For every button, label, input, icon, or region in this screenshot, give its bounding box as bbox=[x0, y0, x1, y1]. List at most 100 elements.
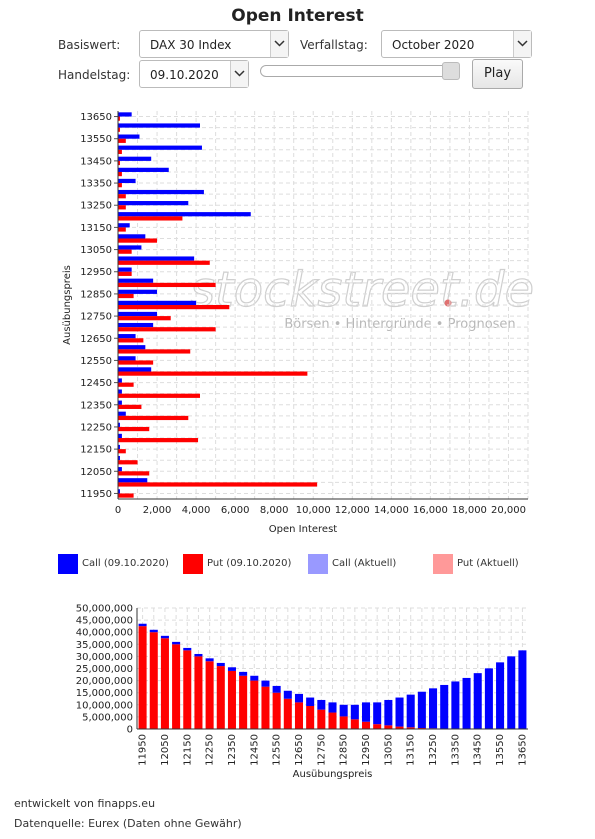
y-tick-label: 10,000,000 bbox=[76, 700, 133, 711]
put-bar bbox=[172, 644, 181, 729]
call-bar bbox=[518, 650, 527, 729]
call-bar bbox=[451, 681, 460, 729]
handelstag-select[interactable]: 09.10.2020 bbox=[139, 60, 249, 88]
put-bar bbox=[239, 675, 248, 729]
put-bar bbox=[118, 438, 199, 443]
x-axis-title: Open Interest bbox=[269, 524, 338, 535]
put-bar bbox=[118, 482, 318, 487]
date-slider[interactable] bbox=[260, 62, 460, 80]
put-bar bbox=[118, 316, 171, 321]
put-bar bbox=[118, 171, 122, 177]
call-bar bbox=[395, 697, 404, 727]
put-bar bbox=[339, 716, 348, 729]
chevron-down-icon[interactable] bbox=[270, 31, 288, 57]
y-tick-label: 50,000,000 bbox=[76, 604, 133, 615]
put-bar bbox=[118, 238, 158, 243]
call-bar bbox=[118, 145, 202, 150]
call-bar bbox=[118, 478, 148, 483]
y-tick-label: 35,000,000 bbox=[76, 640, 133, 651]
put-bar bbox=[118, 183, 122, 188]
x-tick-label: 12950 bbox=[361, 734, 372, 766]
y-axis-title: Ausübungspreis bbox=[62, 265, 73, 345]
y-tick-label: 20,000,000 bbox=[76, 676, 133, 687]
legend-swatch-call-current bbox=[308, 554, 328, 574]
call-bar bbox=[118, 455, 120, 461]
basiswert-value: DAX 30 Index bbox=[150, 38, 232, 52]
legend-label-call: Call (09.10.2020) bbox=[82, 558, 169, 569]
put-bar bbox=[149, 632, 158, 729]
chevron-down-icon[interactable] bbox=[513, 31, 531, 57]
put-bar bbox=[118, 194, 126, 199]
put-bar bbox=[118, 149, 122, 155]
call-bar bbox=[118, 489, 120, 494]
cumulative-chart: 0 5,000,00010,000,00015,000,00020,000,000… bbox=[76, 604, 529, 781]
x-tick-label: 8,000 bbox=[260, 505, 289, 516]
call-bar bbox=[118, 156, 152, 161]
put-bar bbox=[118, 305, 230, 310]
put-bar bbox=[118, 360, 154, 365]
y-tick-label: 0 bbox=[127, 725, 133, 736]
put-bar bbox=[118, 327, 216, 332]
x-tick-label: 12,000 bbox=[335, 505, 370, 516]
call-bar bbox=[118, 311, 158, 317]
legend-label-put: Put (09.10.2020) bbox=[207, 558, 292, 569]
y-tick-label: 12350 bbox=[80, 400, 112, 411]
x-tick-label: 13350 bbox=[450, 734, 461, 766]
chevron-down-icon[interactable] bbox=[230, 61, 248, 87]
handelstag-value: 09.10.2020 bbox=[150, 68, 219, 82]
put-bar bbox=[373, 724, 382, 729]
put-bar bbox=[118, 249, 132, 254]
x-tick-label: 6,000 bbox=[221, 505, 250, 516]
call-bar bbox=[473, 673, 482, 729]
call-bar bbox=[250, 675, 259, 681]
call-bar bbox=[283, 690, 292, 699]
put-bar bbox=[118, 338, 144, 343]
x-tick-label: 0 bbox=[115, 505, 121, 516]
x-tick-label: 12050 bbox=[160, 734, 171, 766]
put-bar bbox=[118, 138, 126, 143]
call-bar bbox=[118, 334, 136, 339]
y-tick-label: 5,000,000 bbox=[82, 712, 133, 723]
x-tick-label: 12550 bbox=[272, 734, 283, 766]
play-button[interactable]: Play bbox=[472, 59, 523, 89]
call-bar bbox=[384, 699, 393, 726]
x-tick-label: 14,000 bbox=[374, 505, 409, 516]
basiswert-select[interactable]: DAX 30 Index bbox=[139, 30, 289, 58]
put-bar bbox=[118, 382, 134, 387]
call-bar bbox=[261, 680, 270, 687]
y-tick-label: 45,000,000 bbox=[76, 616, 133, 627]
call-bar bbox=[118, 300, 197, 305]
call-bar bbox=[118, 201, 189, 206]
put-bar bbox=[294, 702, 304, 729]
verfallstag-select[interactable]: October 2020 bbox=[381, 30, 532, 58]
put-bar bbox=[118, 271, 132, 276]
put-bar bbox=[118, 216, 183, 221]
put-bar bbox=[205, 661, 214, 729]
call-bar bbox=[118, 322, 154, 328]
legend-label-put-current: Put (Aktuell) bbox=[457, 558, 519, 569]
call-bar bbox=[361, 702, 371, 722]
y-tick-label: 12750 bbox=[80, 312, 112, 323]
put-bar bbox=[261, 686, 270, 729]
put-bar bbox=[118, 127, 120, 132]
handelstag-label: Handelstag: bbox=[58, 68, 131, 82]
call-bar bbox=[272, 685, 281, 693]
x-tick-label: 10,000 bbox=[296, 505, 331, 516]
x-tick-label: 13250 bbox=[428, 734, 439, 766]
call-bar bbox=[118, 389, 122, 394]
slider-handle[interactable] bbox=[442, 62, 460, 80]
put-bar bbox=[118, 205, 126, 210]
y-tick-label: 12550 bbox=[80, 356, 112, 367]
put-bar bbox=[317, 709, 326, 729]
y-tick-label: 13550 bbox=[80, 134, 112, 145]
call-bar bbox=[118, 212, 251, 217]
call-bar bbox=[118, 223, 130, 228]
put-bar bbox=[306, 706, 315, 729]
y-tick-label: 30,000,000 bbox=[76, 652, 133, 663]
x-tick-label: 13050 bbox=[383, 734, 394, 766]
put-bar bbox=[194, 656, 203, 729]
legend-label-call-current: Call (Aktuell) bbox=[332, 558, 397, 569]
legend-swatch-call bbox=[58, 554, 78, 574]
call-bar bbox=[118, 378, 122, 383]
